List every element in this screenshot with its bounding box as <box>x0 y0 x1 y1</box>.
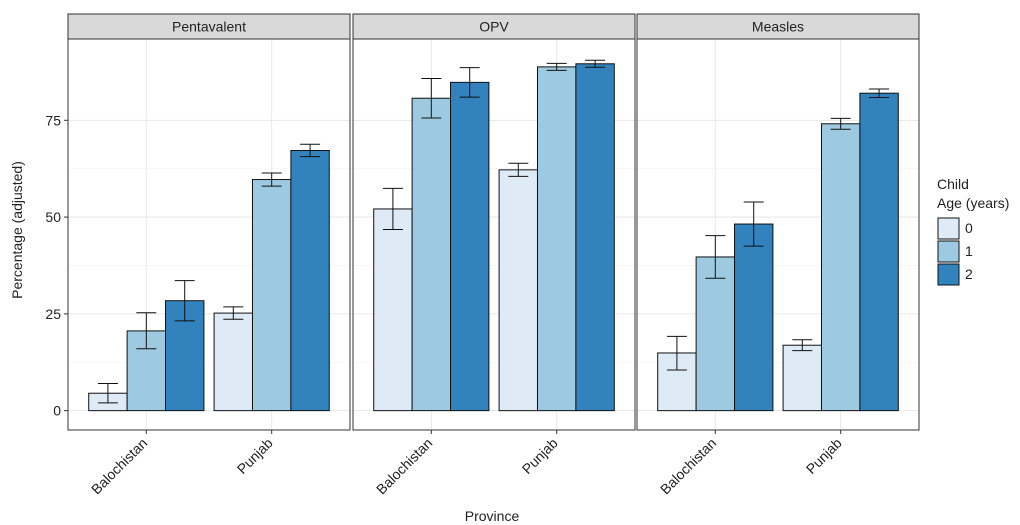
x-tick-label: Punjab <box>234 435 276 477</box>
chart-panels: Pentavalent Balochistan Punjab OPV Balochist… <box>67 13 920 498</box>
bar-pentavalent-punjab-age-0 <box>213 312 253 412</box>
legend-key-age-2 <box>937 263 960 286</box>
strip-label: Pentavalent <box>172 19 246 35</box>
y-tick-label: 25 <box>45 306 61 322</box>
panel-opv: OPV Balochistan Punjab <box>352 13 636 498</box>
bar-pentavalent-punjab-age-2 <box>290 149 330 412</box>
legend-key-age-1 <box>937 240 960 263</box>
panel-border <box>636 38 920 431</box>
x-tick-label: Balochistan <box>373 435 436 498</box>
bar-measles-balochistan-age-2 <box>734 223 774 412</box>
legend: Child Age (years) 0 1 2 <box>937 176 1009 286</box>
panel-border <box>67 38 351 431</box>
y-axis-title: Percentage (adjusted) <box>9 161 25 299</box>
x-tick-label: Punjab <box>803 435 845 477</box>
legend-title-line: Age (years) <box>937 195 1009 211</box>
strip-label: Measles <box>752 19 804 35</box>
bar-opv-balochistan-age-1 <box>411 97 452 412</box>
y-tick-label: 75 <box>45 112 61 128</box>
legend-label-age-1: 1 <box>965 243 973 259</box>
bar-measles-balochistan-age-1 <box>695 256 736 412</box>
legend-title-line: Child <box>937 176 969 192</box>
bar-opv-balochistan-age-2 <box>450 81 490 412</box>
bar-measles-punjab-age-1 <box>820 123 861 412</box>
strip-header <box>352 13 636 40</box>
x-tick-label: Punjab <box>519 435 561 477</box>
panel-measles: Measles Balochistan Punjab <box>636 13 920 498</box>
legend-label-age-0: 0 <box>965 220 973 236</box>
bar-opv-punjab-age-2 <box>575 63 615 412</box>
x-tick-label: Balochistan <box>88 435 151 498</box>
strip-header <box>67 13 351 40</box>
y-axis: 0 25 50 75 <box>45 112 68 419</box>
panel-border <box>352 38 636 431</box>
bar-pentavalent-punjab-age-1 <box>251 179 292 412</box>
bar-opv-punjab-age-0 <box>498 169 538 412</box>
legend-label-age-2: 2 <box>965 266 973 282</box>
bar-opv-balochistan-age-0 <box>373 208 413 412</box>
x-tick-label: Balochistan <box>657 435 720 498</box>
bar-measles-punjab-age-0 <box>782 344 822 412</box>
panel-pentavalent: Pentavalent Balochistan Punjab <box>67 13 351 498</box>
y-tick-label: 50 <box>45 209 61 225</box>
y-tick-label: 0 <box>53 403 61 419</box>
legend-key-age-0 <box>937 217 960 240</box>
strip-label: OPV <box>479 19 509 35</box>
x-axis-title: Province <box>465 508 520 524</box>
bar-measles-punjab-age-2 <box>859 92 899 412</box>
bar-opv-punjab-age-1 <box>536 66 577 412</box>
